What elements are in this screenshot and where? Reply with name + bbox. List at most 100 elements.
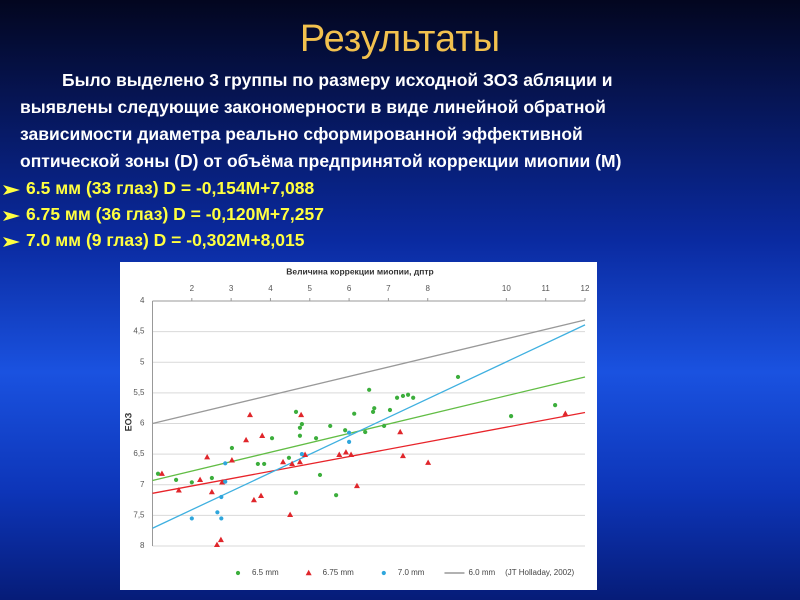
bullet: 6.5 мм (33 глаз) D = -0,154M+7,088 xyxy=(26,178,315,198)
data-point xyxy=(298,411,305,418)
x-tick-label: 4 xyxy=(268,284,273,293)
slide-title: Результаты xyxy=(299,18,501,60)
paragraph-line: оптической зоны (D) от объёма предпринят… xyxy=(20,151,622,171)
x-axis-label: Величина коррекции миопии, дптр xyxy=(286,266,434,276)
paragraph-line: зависимости диаметра реально сформирован… xyxy=(20,124,583,144)
data-point xyxy=(346,430,352,435)
data-point xyxy=(175,487,182,493)
trendline xyxy=(152,324,586,529)
data-point xyxy=(302,451,309,457)
bullet-arrow xyxy=(3,211,20,221)
x-tick-label: 12 xyxy=(581,284,590,293)
reference-line xyxy=(152,319,586,425)
y-tick-label: 8 xyxy=(140,541,145,550)
data-point xyxy=(370,409,376,414)
data-point xyxy=(328,423,333,429)
legend-key xyxy=(305,569,312,576)
x-tick-label: 11 xyxy=(542,284,551,293)
data-point xyxy=(219,516,224,521)
data-point xyxy=(215,510,220,515)
data-point xyxy=(243,436,250,443)
y-tick-label: 5,5 xyxy=(133,388,145,397)
data-point xyxy=(399,452,406,459)
legend-note: (JT Holladay, 2002) xyxy=(505,568,574,577)
y-tick-label: 4 xyxy=(140,296,145,305)
data-point xyxy=(297,433,303,438)
y-tick-label: 7,5 xyxy=(133,510,145,519)
data-point xyxy=(363,429,368,435)
data-point xyxy=(247,411,254,418)
data-point xyxy=(255,461,260,467)
paragraph-line: Было выделено 3 группы по размеру исходн… xyxy=(62,70,613,90)
data-point xyxy=(342,449,349,455)
x-tick-label: 8 xyxy=(426,284,431,293)
data-point xyxy=(158,470,165,476)
data-point xyxy=(405,392,411,397)
x-tick-label: 7 xyxy=(386,284,391,293)
data-point xyxy=(400,393,406,399)
bullet: 7.0 мм (9 глаз) D = -0,302M+8,015 xyxy=(26,230,305,250)
data-point xyxy=(508,414,514,419)
data-point xyxy=(223,479,228,484)
data-point xyxy=(280,458,287,465)
data-point xyxy=(411,395,416,400)
y-tick-label: 7 xyxy=(140,480,145,489)
data-point xyxy=(387,407,393,413)
legend-label: 6.0 mm xyxy=(468,568,495,577)
data-point xyxy=(204,453,211,460)
bullet-arrow xyxy=(3,185,20,195)
x-tick-label: 5 xyxy=(308,284,313,293)
y-tick-label: 6,5 xyxy=(133,449,145,458)
y-tick-label: 4,5 xyxy=(133,327,145,336)
data-point xyxy=(381,423,387,429)
x-tick-label: 3 xyxy=(229,284,234,293)
data-point xyxy=(353,482,360,489)
data-point xyxy=(299,422,305,427)
legend-label: 7.0 mm xyxy=(398,568,425,577)
data-point xyxy=(313,436,319,441)
data-point xyxy=(289,460,296,467)
x-tick-label: 2 xyxy=(190,284,195,293)
chart-background xyxy=(120,262,597,590)
x-tick-label: 6 xyxy=(347,284,352,293)
data-point xyxy=(293,409,299,414)
data-point xyxy=(223,461,228,466)
data-point xyxy=(269,436,275,441)
data-point xyxy=(317,472,323,478)
data-point xyxy=(229,445,235,451)
data-point xyxy=(209,475,214,481)
data-point xyxy=(334,493,339,498)
data-point xyxy=(189,480,194,485)
data-point xyxy=(293,490,299,495)
data-point xyxy=(197,476,204,483)
data-point xyxy=(287,511,294,517)
data-point xyxy=(228,457,235,463)
bullet-arrow xyxy=(3,237,20,247)
data-point xyxy=(219,494,224,500)
legend-label: 6.75 mm xyxy=(323,568,354,577)
x-tick-label: 10 xyxy=(502,284,511,293)
data-point xyxy=(286,455,292,460)
data-point xyxy=(219,479,226,485)
y-tick-label: 6 xyxy=(140,419,145,428)
data-point xyxy=(336,451,343,457)
legend-key xyxy=(381,570,386,576)
data-point xyxy=(346,439,352,444)
data-point xyxy=(562,410,569,416)
data-point xyxy=(425,459,432,465)
data-point xyxy=(155,471,161,476)
data-point xyxy=(296,458,303,465)
data-point xyxy=(352,411,357,416)
data-point xyxy=(208,488,215,495)
data-point xyxy=(394,395,400,400)
legend-label: 6.5 mm xyxy=(252,568,279,577)
data-point xyxy=(213,541,220,547)
paragraph-line: выявлены следующие закономерности в виде… xyxy=(20,97,606,117)
data-point xyxy=(297,425,303,430)
data-point xyxy=(259,432,266,438)
data-point xyxy=(189,516,194,521)
legend-key xyxy=(235,570,241,576)
data-point xyxy=(299,452,305,457)
